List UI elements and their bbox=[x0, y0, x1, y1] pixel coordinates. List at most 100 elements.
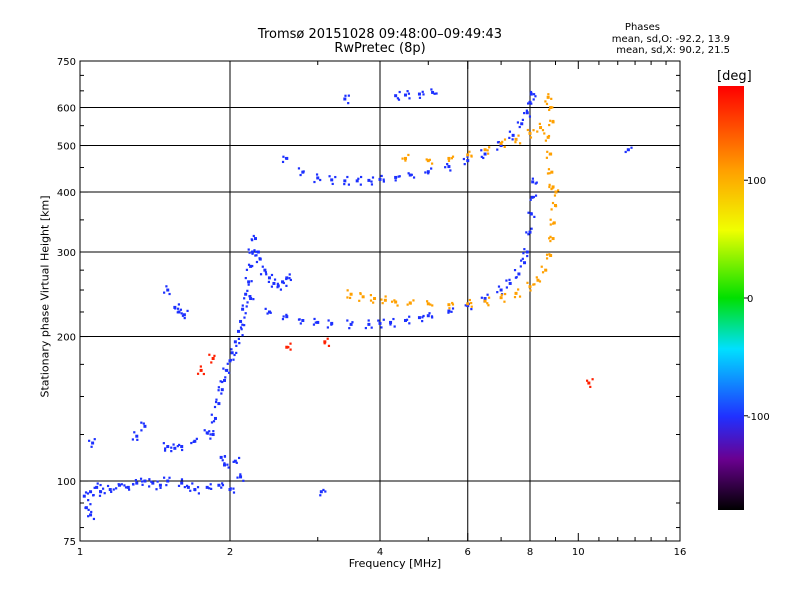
data-point bbox=[253, 249, 256, 252]
data-point bbox=[238, 456, 241, 460]
data-point bbox=[513, 296, 517, 299]
data-point bbox=[497, 141, 501, 144]
data-point bbox=[394, 179, 397, 182]
data-point bbox=[483, 297, 487, 301]
data-point bbox=[508, 281, 512, 285]
data-point bbox=[547, 134, 551, 138]
data-point bbox=[404, 159, 407, 162]
data-point bbox=[451, 301, 454, 305]
data-point bbox=[263, 268, 267, 272]
data-point bbox=[545, 253, 549, 256]
data-point bbox=[393, 299, 396, 302]
data-point bbox=[549, 119, 552, 122]
data-point bbox=[93, 486, 96, 489]
data-point bbox=[96, 482, 99, 485]
data-point bbox=[364, 326, 367, 330]
data-point bbox=[252, 298, 255, 301]
data-point bbox=[408, 97, 411, 100]
data-point bbox=[521, 118, 524, 121]
data-point bbox=[346, 289, 349, 292]
data-point bbox=[232, 358, 235, 361]
data-point bbox=[123, 484, 126, 487]
x-tick-label: 10 bbox=[572, 547, 585, 558]
data-point bbox=[496, 291, 499, 294]
data-point bbox=[503, 138, 507, 141]
data-point bbox=[177, 484, 181, 487]
data-point bbox=[89, 503, 92, 506]
data-point bbox=[389, 323, 392, 326]
data-point bbox=[213, 354, 216, 357]
data-point bbox=[430, 88, 433, 91]
data-point bbox=[210, 487, 213, 490]
data-point bbox=[548, 237, 551, 240]
data-point bbox=[483, 148, 487, 152]
data-point bbox=[209, 433, 212, 436]
data-point bbox=[519, 265, 522, 268]
data-point bbox=[208, 430, 211, 433]
data-point bbox=[289, 278, 292, 282]
data-point bbox=[162, 442, 165, 445]
data-point bbox=[315, 173, 319, 176]
data-point bbox=[186, 485, 190, 489]
data-point bbox=[468, 298, 471, 302]
data-point bbox=[522, 252, 525, 255]
colorbar-tick-label: 0 bbox=[747, 294, 753, 305]
data-point bbox=[483, 299, 487, 303]
data-point bbox=[497, 285, 501, 288]
data-point bbox=[176, 307, 180, 310]
data-point bbox=[192, 440, 195, 444]
data-point bbox=[156, 480, 159, 483]
data-point bbox=[126, 485, 130, 489]
data-point bbox=[253, 237, 257, 241]
data-point bbox=[241, 304, 244, 307]
data-point bbox=[289, 342, 292, 345]
data-point bbox=[186, 309, 189, 312]
data-point bbox=[538, 280, 542, 283]
data-point bbox=[513, 269, 517, 272]
data-point bbox=[246, 289, 249, 292]
data-point bbox=[312, 323, 316, 326]
x-axis-label: Frequency [MHz] bbox=[348, 557, 442, 570]
data-point bbox=[349, 322, 353, 326]
data-point bbox=[168, 476, 171, 479]
data-point bbox=[343, 97, 347, 101]
data-point bbox=[108, 488, 112, 492]
data-point bbox=[450, 310, 453, 313]
data-point bbox=[422, 93, 425, 96]
data-point bbox=[183, 316, 186, 320]
data-point bbox=[528, 285, 532, 289]
data-point bbox=[243, 297, 246, 300]
data-point bbox=[447, 309, 451, 313]
data-point bbox=[247, 248, 250, 251]
data-point bbox=[527, 233, 530, 236]
data-point bbox=[536, 278, 540, 282]
data-point bbox=[394, 300, 398, 304]
y-tick-label: 200 bbox=[57, 333, 76, 344]
data-point bbox=[168, 292, 171, 296]
data-point bbox=[530, 227, 533, 230]
data-point bbox=[521, 257, 524, 260]
data-point bbox=[299, 322, 302, 325]
data-point bbox=[88, 439, 91, 442]
data-point bbox=[557, 189, 560, 192]
data-point bbox=[396, 97, 399, 100]
data-point bbox=[501, 140, 504, 143]
data-point bbox=[552, 119, 555, 123]
data-point bbox=[166, 445, 170, 449]
data-point bbox=[531, 180, 535, 184]
data-point bbox=[298, 318, 301, 321]
data-point bbox=[322, 488, 325, 492]
data-point bbox=[135, 434, 139, 438]
data-point bbox=[549, 254, 553, 258]
data-point bbox=[316, 176, 320, 180]
data-point bbox=[347, 102, 350, 105]
data-point bbox=[244, 312, 247, 315]
data-point bbox=[545, 102, 549, 106]
data-point bbox=[240, 328, 243, 331]
y-tick-label: 500 bbox=[57, 142, 76, 153]
data-point bbox=[112, 488, 115, 491]
data-point bbox=[135, 481, 139, 485]
data-point bbox=[367, 322, 371, 326]
data-point bbox=[553, 194, 557, 197]
data-point bbox=[272, 281, 276, 285]
